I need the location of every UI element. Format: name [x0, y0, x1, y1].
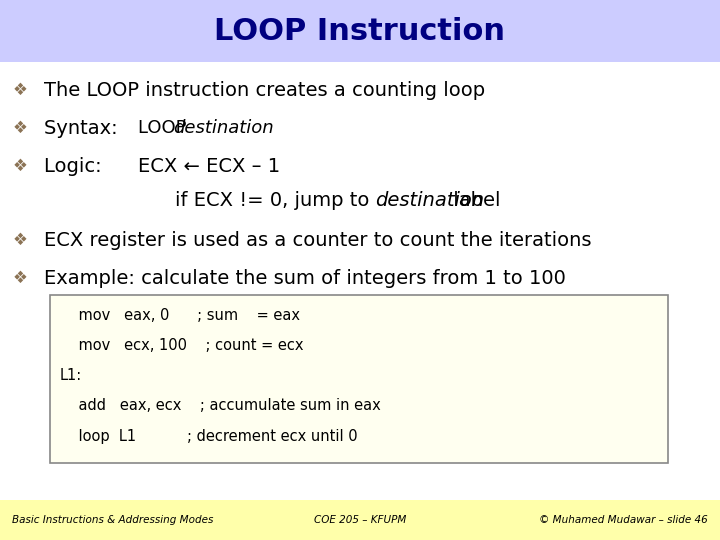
FancyBboxPatch shape	[0, 0, 720, 62]
Text: Syntax:: Syntax:	[44, 118, 136, 138]
Text: Example: calculate the sum of integers from 1 to 100: Example: calculate the sum of integers f…	[44, 268, 566, 287]
Text: add   eax, ecx    ; accumulate sum in eax: add eax, ecx ; accumulate sum in eax	[60, 399, 381, 414]
Text: COE 205 – KFUPM: COE 205 – KFUPM	[314, 515, 406, 525]
Text: ❖: ❖	[12, 269, 27, 287]
Text: ECX ← ECX – 1: ECX ← ECX – 1	[138, 157, 280, 176]
Text: ❖: ❖	[12, 231, 27, 249]
Text: Logic:: Logic:	[44, 157, 127, 176]
FancyBboxPatch shape	[0, 500, 720, 540]
Text: if ECX != 0, jump to: if ECX != 0, jump to	[175, 191, 376, 210]
Text: ❖: ❖	[12, 81, 27, 99]
Text: mov   ecx, 100    ; count = ecx: mov ecx, 100 ; count = ecx	[60, 339, 304, 354]
Text: LOOP Instruction: LOOP Instruction	[215, 17, 505, 45]
Text: mov   eax, 0      ; sum    = eax: mov eax, 0 ; sum = eax	[60, 308, 300, 323]
Text: label: label	[447, 191, 500, 210]
Text: ❖: ❖	[12, 157, 27, 175]
Text: LOOP: LOOP	[138, 119, 192, 137]
Text: loop  L1           ; decrement ecx until 0: loop L1 ; decrement ecx until 0	[60, 429, 358, 443]
Text: ❖: ❖	[12, 119, 27, 137]
Text: The LOOP instruction creates a counting loop: The LOOP instruction creates a counting …	[44, 80, 485, 99]
Text: ECX register is used as a counter to count the iterations: ECX register is used as a counter to cou…	[44, 231, 592, 249]
Text: © Muhamed Mudawar – slide 46: © Muhamed Mudawar – slide 46	[539, 515, 708, 525]
Text: Basic Instructions & Addressing Modes: Basic Instructions & Addressing Modes	[12, 515, 213, 525]
Text: destination: destination	[173, 119, 274, 137]
Text: destination: destination	[375, 191, 484, 210]
FancyBboxPatch shape	[50, 295, 668, 463]
Text: L1:: L1:	[60, 368, 82, 383]
